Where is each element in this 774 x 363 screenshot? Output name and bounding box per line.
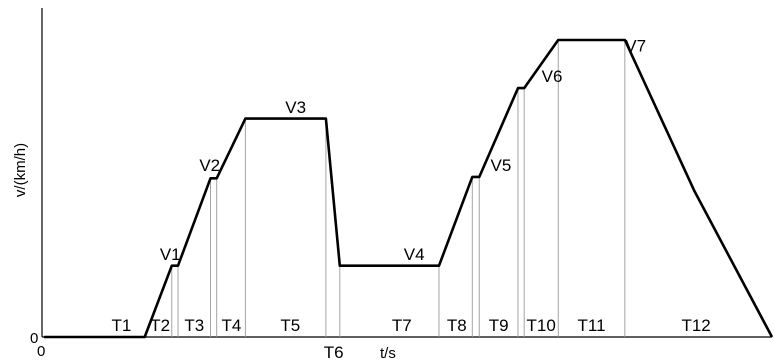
segment-label: T5 [280, 316, 300, 335]
segment-label: T2 [150, 316, 170, 335]
segment-label: T10 [527, 316, 556, 335]
segment-label: T9 [489, 316, 509, 335]
segment-label: T3 [184, 316, 204, 335]
speed-label: V6 [542, 67, 563, 86]
x-axis-label: t/s [380, 345, 396, 362]
speed-label: V7 [625, 37, 646, 56]
segment-label: T1 [112, 316, 132, 335]
speed-profile-line [44, 38, 774, 339]
segment-guide-lines [171, 40, 626, 337]
segment-label: T4 [221, 316, 241, 335]
speed-label: V3 [285, 98, 306, 117]
segment-label: T12 [681, 316, 710, 335]
x-origin-label: 0 [37, 343, 45, 360]
speed-label: V4 [404, 245, 425, 264]
segment-labels: T1 T2 T3 T4 T5 T6 T7 T8 T9 T10 T11 T12 [112, 316, 711, 362]
speed-label: V2 [199, 156, 220, 175]
speed-labels: V1 V2 V3 V4 V5 V6 V7 [160, 37, 646, 264]
segment-label: T8 [447, 316, 467, 335]
speed-markers [43, 39, 773, 338]
segment-label: T7 [392, 316, 412, 335]
y-origin-label: 0 [30, 330, 38, 347]
segment-label: T6 [324, 343, 344, 362]
speed-label: V5 [491, 156, 512, 175]
speed-label: V1 [160, 245, 181, 264]
axes: 0 0 t/s v/(km/h) [12, 8, 772, 362]
y-axis-label: v/(km/h) [12, 143, 29, 197]
segment-label: T11 [578, 316, 606, 335]
